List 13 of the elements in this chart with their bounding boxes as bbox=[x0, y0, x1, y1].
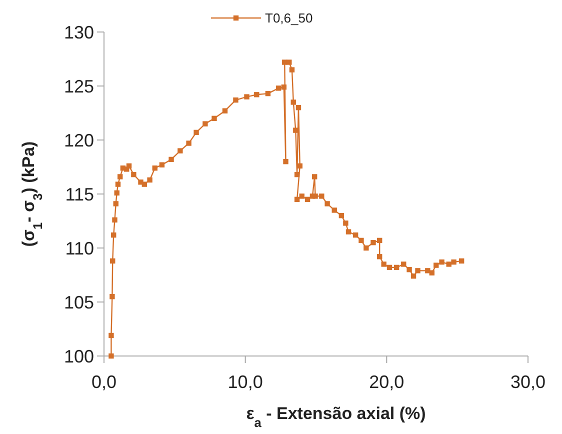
x-axis-title: ε$_{a}$ - Extensão axial (%) bbox=[246, 404, 426, 430]
y-tick-label: 120 bbox=[64, 130, 94, 150]
y-tick-label: 110 bbox=[65, 238, 94, 258]
y-tick-label: 125 bbox=[64, 76, 94, 96]
y-tick-label: 130 bbox=[64, 22, 94, 42]
x-tick-label: 10,0 bbox=[228, 372, 263, 392]
y-tick-label: 105 bbox=[64, 292, 94, 312]
x-tick-label: 0,0 bbox=[91, 372, 117, 392]
y-tick-label: 115 bbox=[65, 184, 94, 204]
legend-label: T0,6_50 bbox=[265, 10, 313, 26]
y-tick-label: 100 bbox=[64, 346, 94, 366]
x-tick-label: 30,0 bbox=[510, 372, 546, 392]
x-tick-label: 20,0 bbox=[369, 372, 404, 392]
